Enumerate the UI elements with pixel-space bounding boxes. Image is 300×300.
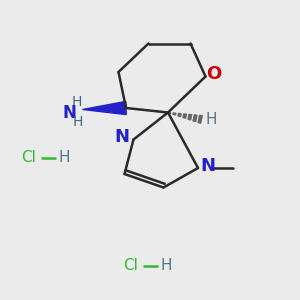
Polygon shape	[188, 114, 192, 120]
Text: H: H	[206, 112, 217, 128]
Text: N: N	[200, 157, 215, 175]
Text: Cl: Cl	[123, 258, 138, 273]
Polygon shape	[178, 113, 181, 117]
Text: H: H	[160, 258, 172, 273]
Polygon shape	[168, 112, 171, 113]
Polygon shape	[173, 113, 176, 115]
Text: Cl: Cl	[21, 150, 36, 165]
Polygon shape	[82, 101, 126, 115]
Text: H: H	[73, 115, 83, 129]
Polygon shape	[183, 114, 186, 118]
Text: H: H	[58, 150, 70, 165]
Text: O: O	[206, 65, 221, 83]
Polygon shape	[198, 116, 202, 123]
Text: N: N	[115, 128, 130, 146]
Polygon shape	[193, 115, 197, 122]
Text: N: N	[62, 103, 76, 122]
Text: H: H	[71, 95, 82, 109]
